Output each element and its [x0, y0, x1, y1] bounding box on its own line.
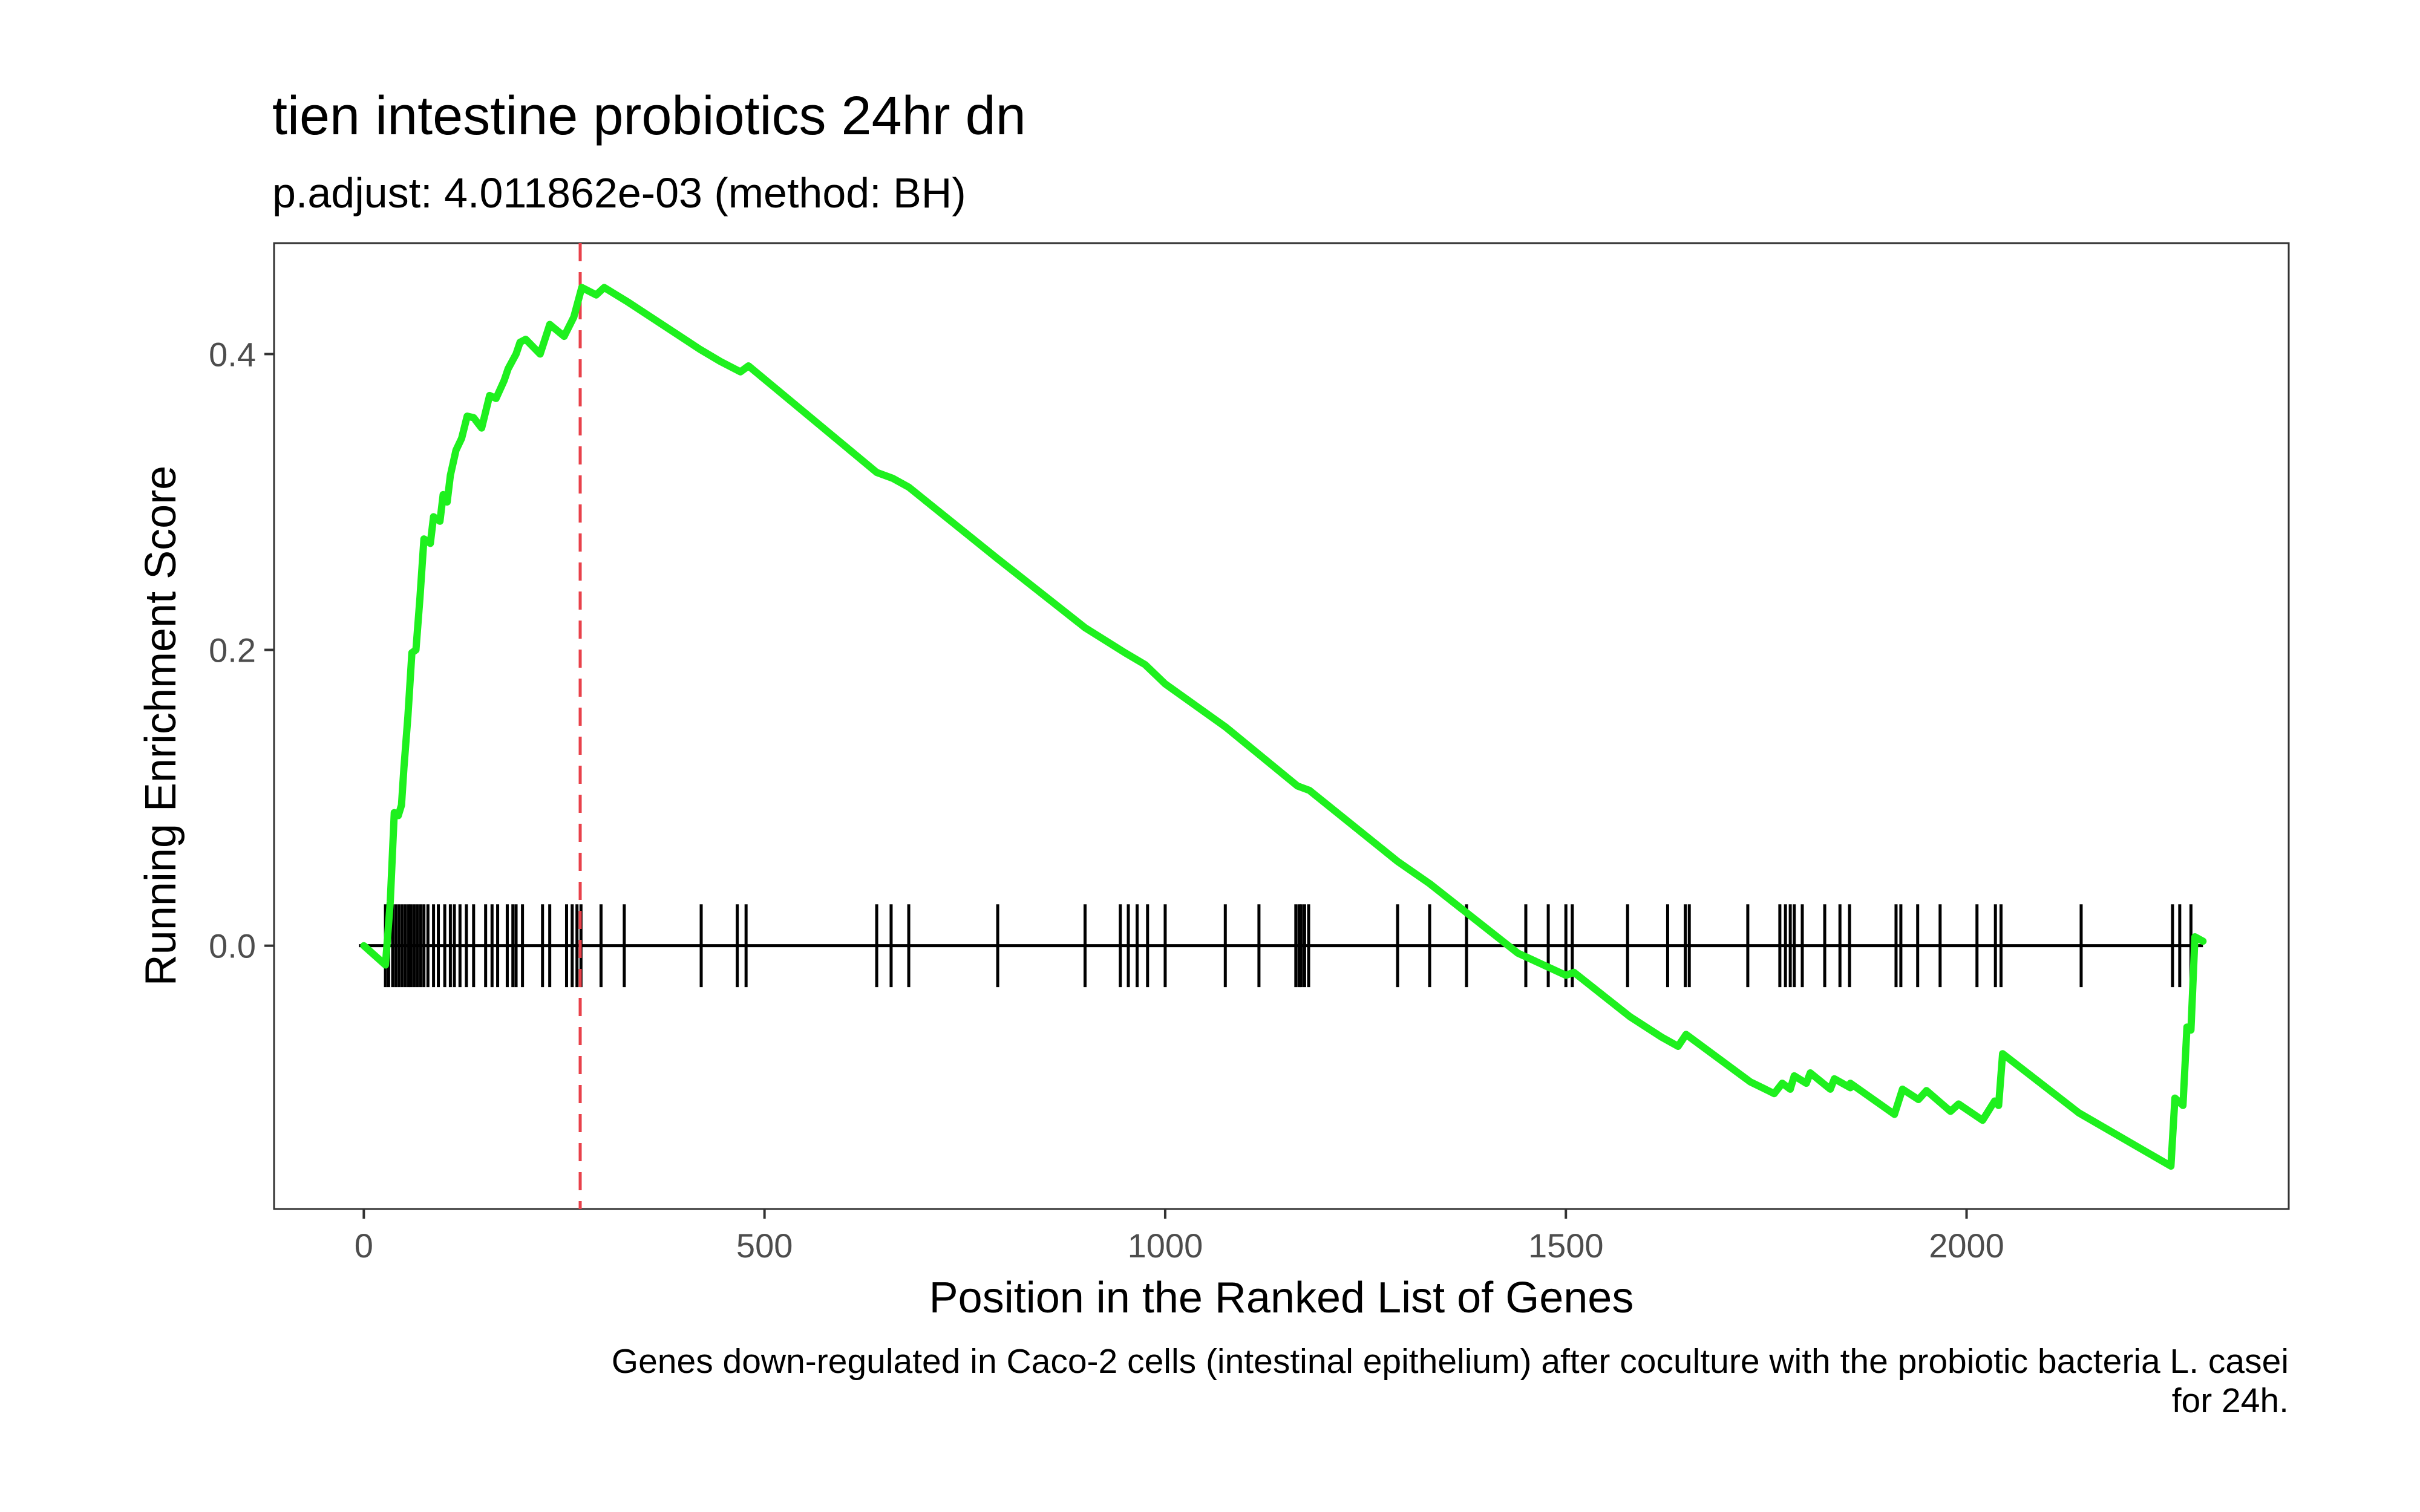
x-tick-label: 2000	[1929, 1227, 2004, 1265]
y-tick-label: 0.4	[209, 335, 256, 373]
gene-hit-ticks	[384, 904, 2193, 988]
running-es-curve	[360, 284, 2207, 1170]
x-tick-label: 0	[355, 1227, 373, 1265]
x-tick-label: 1000	[1128, 1227, 1203, 1265]
chart-title: tien intestine probiotics 24hr dn	[272, 86, 1026, 146]
chart-subtitle: p.adjust: 4.011862e-03 (method: BH)	[272, 169, 966, 217]
y-tick-label: 0.2	[209, 631, 256, 670]
x-tick-label: 1500	[1528, 1227, 1604, 1265]
x-axis-label: Position in the Ranked List of Genes	[929, 1274, 1634, 1322]
x-axis: 0 500 1000 1500 2000	[355, 1209, 2004, 1265]
plot-panel	[273, 242, 2290, 1210]
caption-line-1: Genes down-regulated in Caco-2 cells (in…	[612, 1342, 2289, 1381]
y-axis-label: Running Enrichment Score	[137, 466, 185, 986]
caption-line-2: for 24h.	[2172, 1381, 2289, 1420]
y-axis: 0.0 0.2 0.4	[209, 335, 274, 965]
x-tick-label: 500	[736, 1227, 793, 1265]
y-tick-label: 0.0	[209, 927, 256, 965]
